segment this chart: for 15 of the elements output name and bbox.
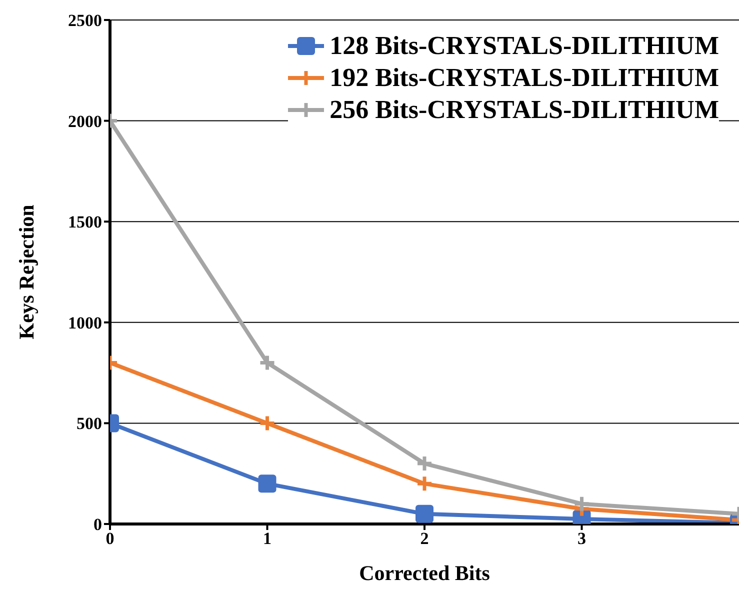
y-tick-label: 2500	[68, 11, 102, 30]
x-tick-label: 2	[420, 529, 429, 548]
x-axis-title: Corrected Bits	[359, 561, 490, 585]
legend-label: 128 Bits-CRYSTALS-DILITHIUM	[330, 30, 719, 62]
y-tick-label: 0	[94, 515, 102, 534]
y-tick-label: 1500	[68, 212, 102, 232]
x-tick-label: 3	[578, 529, 586, 548]
y-tick-label: 500	[76, 414, 102, 434]
legend-label: 192 Bits-CRYSTALS-DILITHIUM	[330, 62, 719, 94]
y-axis-title: Keys Rejection	[14, 204, 38, 340]
legend-label: 256 Bits-CRYSTALS-DILITHIUM	[330, 94, 719, 126]
y-tick-label: 2000	[68, 112, 102, 131]
x-tick-label: 0	[106, 529, 114, 548]
y-tick-label: 1000	[68, 313, 102, 332]
x-tick-label: 1	[263, 529, 272, 548]
